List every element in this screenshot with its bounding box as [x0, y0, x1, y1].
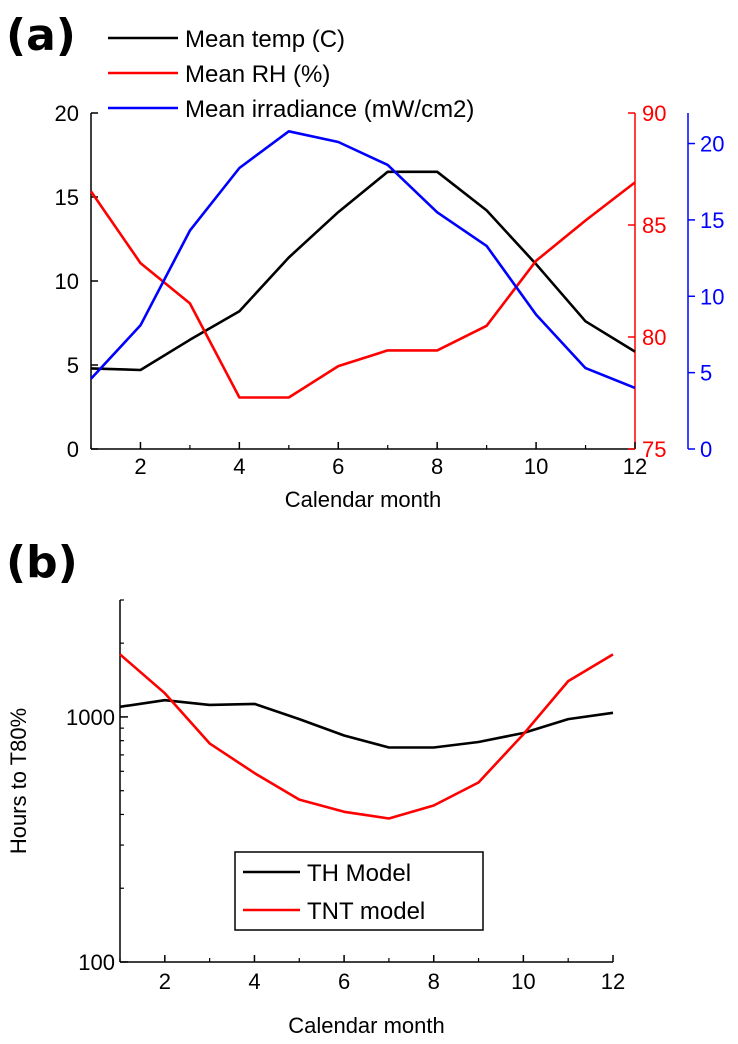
x-tick-label: 8	[428, 969, 440, 994]
x-tick-label: 4	[233, 454, 245, 479]
left-y-tick-label: 20	[55, 101, 79, 126]
panel-label-b: (b)	[6, 537, 78, 588]
left-y-tick-label: 0	[67, 437, 79, 462]
x-axis-title: Calendar month	[285, 487, 442, 512]
x-tick-label: 8	[431, 454, 443, 479]
irradiance-y-tick-label: 15	[700, 208, 724, 233]
left-y-tick-label: 10	[55, 269, 79, 294]
legend-label: Mean temp (C)	[185, 26, 345, 53]
legend-label: TNT model	[307, 898, 425, 925]
x-tick-label: 2	[134, 454, 146, 479]
x-axis-title: Calendar month	[288, 1013, 445, 1038]
irradiance-y-tick-label: 0	[700, 437, 712, 462]
series-line-1	[119, 698, 614, 749]
rh-y-tick-label: 75	[642, 437, 666, 462]
x-tick-label: 10	[511, 969, 535, 994]
y-tick-label: 100	[78, 950, 115, 975]
x-tick-label: 2	[159, 969, 171, 994]
x-tick-label: 12	[623, 454, 647, 479]
left-y-tick-label: 15	[55, 185, 79, 210]
x-tick-label: 12	[601, 969, 625, 994]
series-line-1	[90, 170, 636, 372]
x-tick-label: 4	[248, 969, 260, 994]
rh-y-tick-label: 80	[642, 325, 666, 350]
y-tick-label: 1000	[66, 705, 115, 730]
y-axis-title: Hours to T80%	[6, 708, 31, 854]
panel-label-a: (a)	[6, 10, 76, 61]
left-y-tick-label: 5	[67, 353, 79, 378]
irradiance-y-tick-label: 20	[700, 132, 724, 157]
chart-b: 2 4 6 8 10 12 100 1000 Calendar month Hours to T8…	[6, 599, 625, 1038]
irradiance-y-tick-label: 10	[700, 284, 724, 309]
x-tick-label: 10	[524, 454, 548, 479]
series-line-2	[119, 653, 614, 820]
rh-y-tick-label: 85	[642, 213, 666, 238]
series-line-3	[90, 130, 636, 390]
legend-label: Mean irradiance (mW/cm2)	[185, 96, 474, 123]
legend-label: Mean RH (%)	[185, 61, 330, 88]
legend-label: TH Model	[307, 860, 411, 887]
series-line-2	[89, 181, 636, 399]
rh-y-tick-label: 90	[642, 101, 666, 126]
x-tick-label: 6	[332, 454, 344, 479]
irradiance-y-tick-label: 5	[700, 361, 712, 386]
chart-a: 2 4 6 8 10 12 0 5 10 15 20 75 80 85 90 0 5 10 15 20 Calendar…	[55, 26, 725, 512]
legend-box	[234, 851, 484, 931]
x-tick-label: 6	[338, 969, 350, 994]
